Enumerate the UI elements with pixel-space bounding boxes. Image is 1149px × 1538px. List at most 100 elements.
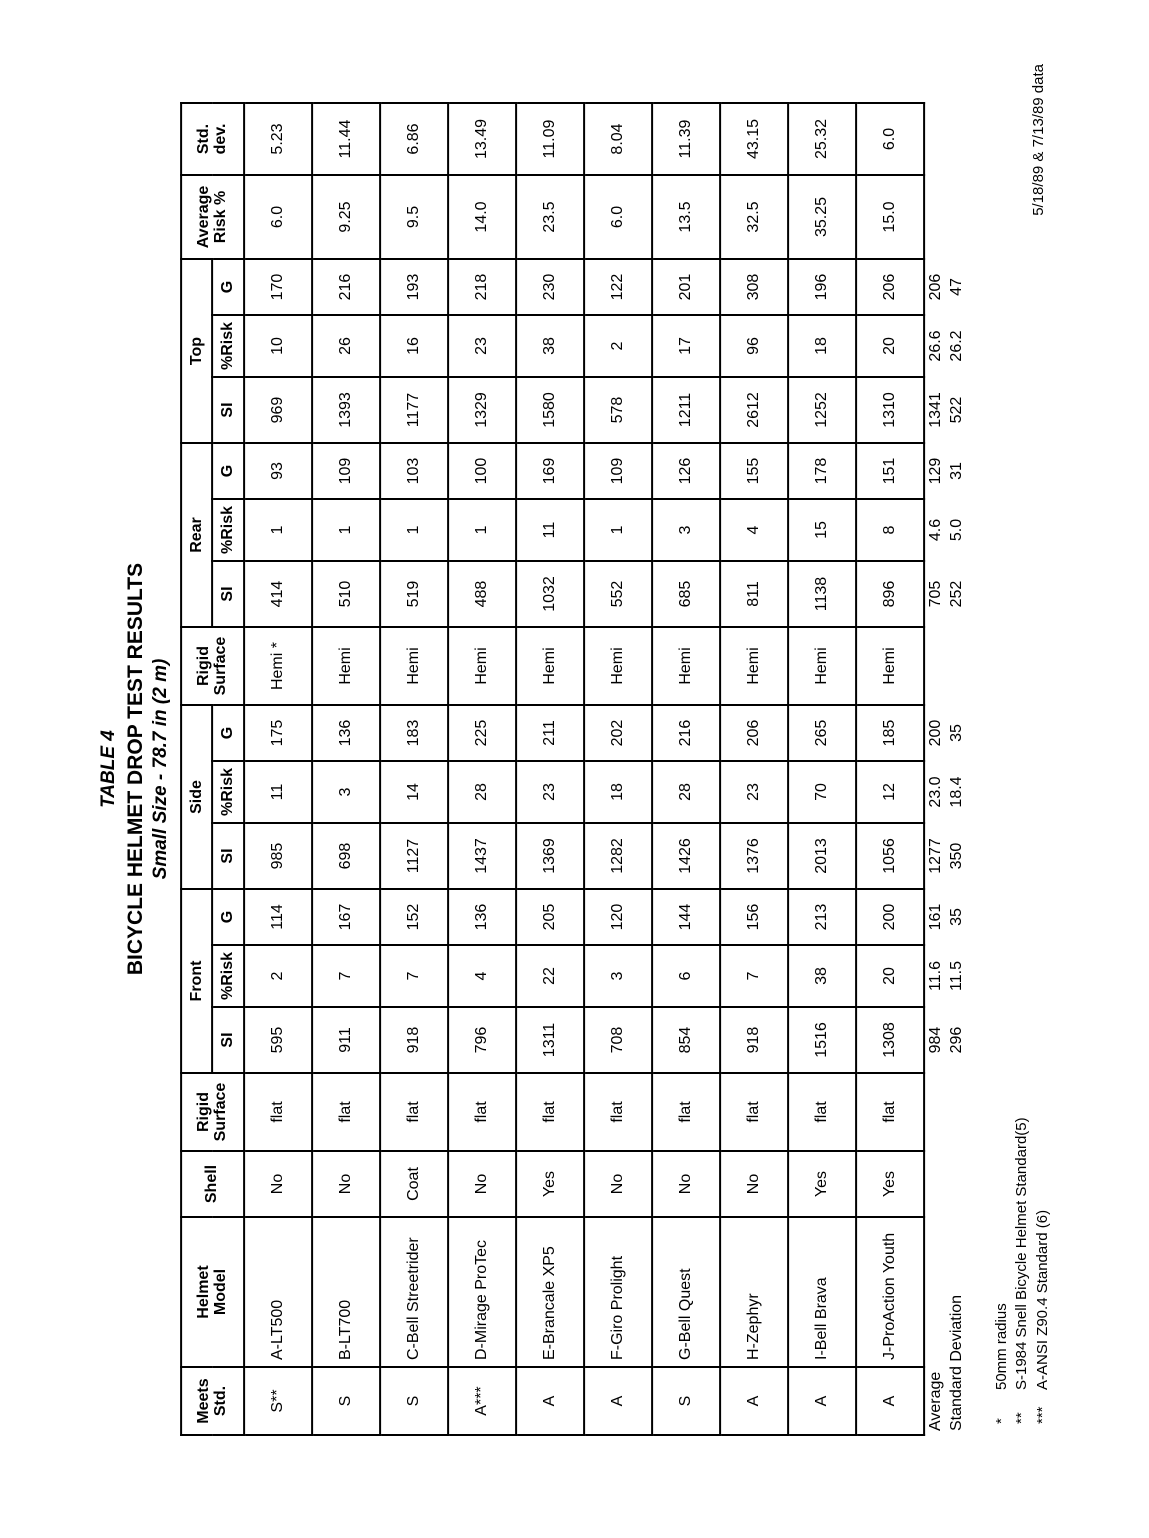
cell-meets: A <box>719 1367 787 1435</box>
cell-model: J-ProAction Youth <box>855 1217 923 1367</box>
cell-std-dev: 11.39 <box>651 103 719 175</box>
stats-rear-si: 705 <box>923 561 946 627</box>
cell-std-dev: 11.44 <box>311 103 379 175</box>
cell-top-g: 308 <box>719 259 787 315</box>
table-row: SG-Bell QuestNoflat8546144142628216Hemi6… <box>651 103 719 1435</box>
hdr-top: Top <box>180 259 212 443</box>
hdr-model: HelmetModel <box>180 1217 243 1367</box>
cell-top-g: 196 <box>787 259 855 315</box>
stats-rear-si: 252 <box>946 561 968 627</box>
page: TABLE 4 BICYCLE HELMET DROP TEST RESULTS… <box>97 24 1053 1514</box>
cell-shell: Yes <box>855 1151 923 1217</box>
cell-side-g: 175 <box>243 705 311 761</box>
cell-side-risk: 70 <box>787 761 855 823</box>
cell-shell: Coat <box>379 1151 447 1217</box>
footnotes: *50mm radius **S-1984 Snell Bicycle Helm… <box>992 24 1053 1424</box>
cell-side-si: 1282 <box>583 823 651 889</box>
cell-meets: A <box>515 1367 583 1435</box>
cell-side-si: 698 <box>311 823 379 889</box>
stats-label: Average <box>923 1151 946 1435</box>
cell-front-g: 200 <box>855 889 923 945</box>
cell-front-risk: 22 <box>515 945 583 1007</box>
cell-side-g: 211 <box>515 705 583 761</box>
cell-std-dev: 11.09 <box>515 103 583 175</box>
stats-blank2 <box>923 627 946 705</box>
table-row: AE-Brancale XP5Yesflat131122205136923211… <box>515 103 583 1435</box>
cell-meets: S <box>379 1367 447 1435</box>
cell-front-g: 213 <box>787 889 855 945</box>
stats-row-average: Average98411.6161127723.02007054.6129134… <box>923 103 946 1435</box>
hdr-front-si: SI <box>212 1007 244 1073</box>
cell-top-risk: 16 <box>379 315 447 377</box>
cell-front-si: 918 <box>379 1007 447 1073</box>
cell-top-risk: 17 <box>651 315 719 377</box>
stats-side-g: 200 <box>923 705 946 761</box>
cell-surface-2: Hemi <box>719 627 787 705</box>
cell-shell: No <box>651 1151 719 1217</box>
cell-model: G-Bell Quest <box>651 1217 719 1367</box>
cell-front-risk: 4 <box>447 945 515 1007</box>
cell-surface-1: flat <box>855 1073 923 1151</box>
cell-avg-risk: 6.0 <box>583 175 651 259</box>
table-row: SC-Bell StreetriderCoatflat9187152112714… <box>379 103 447 1435</box>
cell-model: H-Zephyr <box>719 1217 787 1367</box>
cell-side-g: 136 <box>311 705 379 761</box>
footnote-1-mark: * <box>992 1390 1012 1424</box>
cell-rear-si: 811 <box>719 561 787 627</box>
cell-front-g: 167 <box>311 889 379 945</box>
cell-surface-1: flat <box>651 1073 719 1151</box>
cell-side-si: 985 <box>243 823 311 889</box>
cell-side-risk: 23 <box>719 761 787 823</box>
cell-surface-1: flat <box>583 1073 651 1151</box>
cell-front-g: 114 <box>243 889 311 945</box>
cell-surface-1: flat <box>719 1073 787 1151</box>
cell-rear-si: 896 <box>855 561 923 627</box>
cell-side-risk: 3 <box>311 761 379 823</box>
cell-front-g: 120 <box>583 889 651 945</box>
cell-top-g: 122 <box>583 259 651 315</box>
cell-surface-2: Hemi <box>447 627 515 705</box>
results-body: S**A-LT500Noflat595211498511175Hemi *414… <box>243 103 967 1435</box>
cell-front-risk: 3 <box>583 945 651 1007</box>
cell-surface-1: flat <box>787 1073 855 1151</box>
stats-top-g: 47 <box>946 259 968 315</box>
cell-shell: No <box>719 1151 787 1217</box>
cell-top-g: 218 <box>447 259 515 315</box>
cell-shell: Yes <box>787 1151 855 1217</box>
cell-surface-1: flat <box>379 1073 447 1151</box>
table-row: AJ-ProAction YouthYesflat130820200105612… <box>855 103 923 1435</box>
cell-top-risk: 38 <box>515 315 583 377</box>
cell-top-risk: 26 <box>311 315 379 377</box>
cell-rear-risk: 1 <box>447 499 515 561</box>
cell-side-si: 1127 <box>379 823 447 889</box>
table-row: AF-Giro ProlightNoflat7083120128218202He… <box>583 103 651 1435</box>
table-row: S**A-LT500Noflat595211498511175Hemi *414… <box>243 103 311 1435</box>
footnote-2-text: S-1984 Snell Bicycle Helmet Standard(5) <box>1013 1117 1030 1390</box>
cell-top-risk: 2 <box>583 315 651 377</box>
cell-side-g: 216 <box>651 705 719 761</box>
cell-rear-g: 151 <box>855 443 923 499</box>
cell-rear-g: 100 <box>447 443 515 499</box>
hdr-side: Side <box>180 705 212 889</box>
hdr-rear-si: SI <box>212 561 244 627</box>
hdr-shell: Shell <box>180 1151 243 1217</box>
hdr-top-g: G <box>212 259 244 315</box>
stats-side-g: 35 <box>946 705 968 761</box>
cell-front-risk: 7 <box>719 945 787 1007</box>
cell-meets: A <box>787 1367 855 1435</box>
cell-front-g: 205 <box>515 889 583 945</box>
cell-rear-si: 1138 <box>787 561 855 627</box>
cell-std-dev: 8.04 <box>583 103 651 175</box>
cell-rear-si: 685 <box>651 561 719 627</box>
hdr-rear-g: G <box>212 443 244 499</box>
cell-front-si: 918 <box>719 1007 787 1073</box>
cell-std-dev: 5.23 <box>243 103 311 175</box>
cell-front-si: 911 <box>311 1007 379 1073</box>
cell-model: D-Mirage ProTec <box>447 1217 515 1367</box>
cell-shell: Yes <box>515 1151 583 1217</box>
cell-side-si: 1369 <box>515 823 583 889</box>
stats-blank <box>946 1073 968 1151</box>
stats-blank2 <box>946 627 968 705</box>
cell-front-si: 1311 <box>515 1007 583 1073</box>
cell-surface-2: Hemi <box>515 627 583 705</box>
